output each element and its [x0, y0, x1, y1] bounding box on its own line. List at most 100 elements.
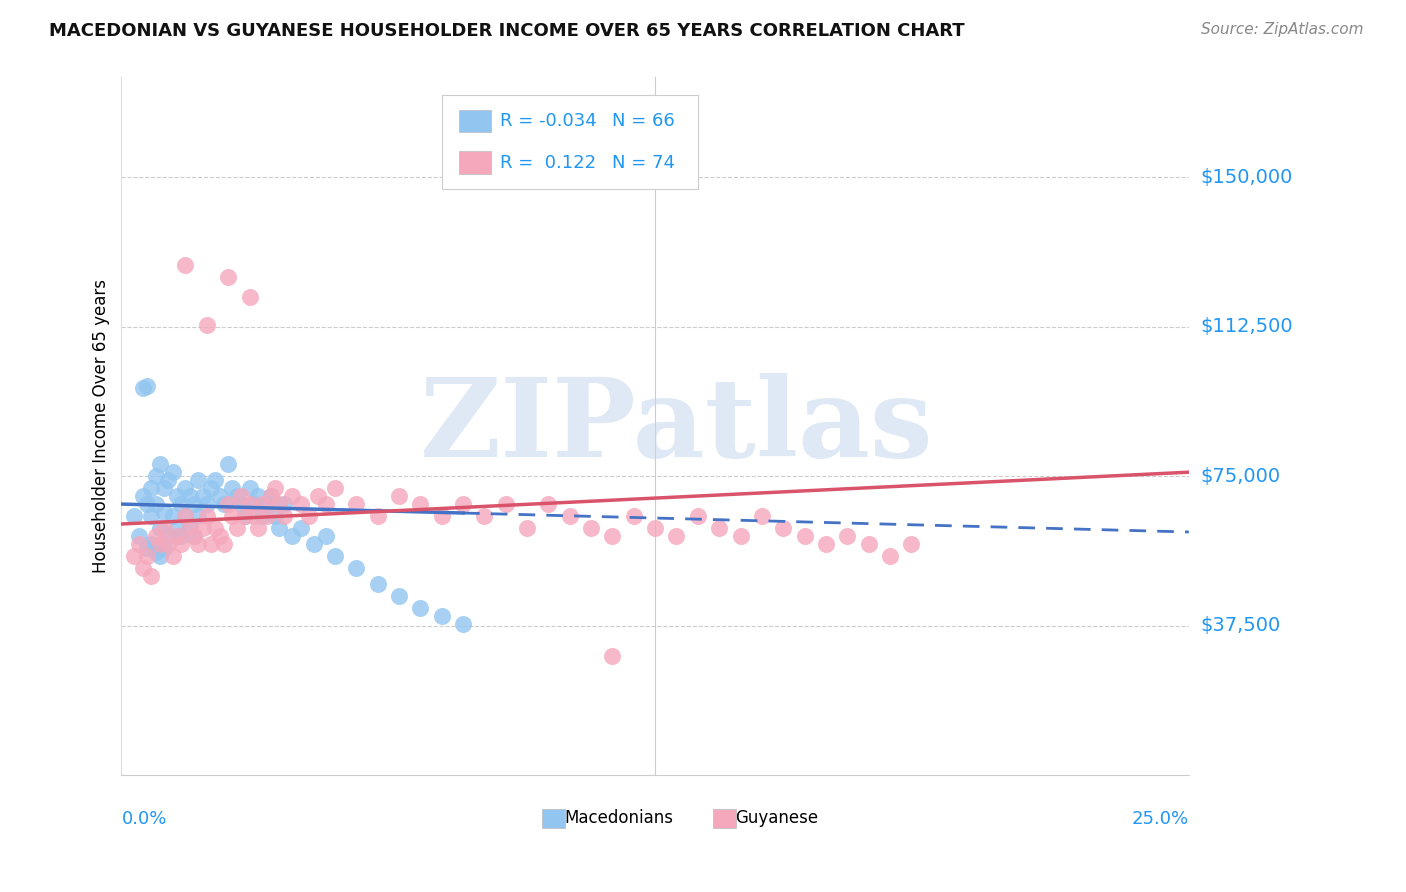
Point	[149, 537, 172, 551]
Point	[195, 509, 218, 524]
Point	[315, 529, 337, 543]
Point	[217, 269, 239, 284]
Point	[273, 497, 295, 511]
Point	[516, 521, 538, 535]
Point	[281, 489, 304, 503]
Point	[157, 473, 180, 487]
Point	[195, 318, 218, 332]
FancyBboxPatch shape	[458, 152, 491, 174]
Point	[204, 521, 226, 535]
Point	[900, 537, 922, 551]
Text: 25.0%: 25.0%	[1132, 810, 1189, 828]
Point	[229, 497, 252, 511]
Point	[153, 521, 176, 535]
Text: $37,500: $37,500	[1199, 616, 1281, 635]
Point	[187, 509, 209, 524]
Point	[256, 497, 278, 511]
Point	[264, 481, 287, 495]
Point	[225, 521, 247, 535]
Point	[225, 489, 247, 503]
Point	[200, 537, 222, 551]
Point	[323, 481, 346, 495]
FancyBboxPatch shape	[458, 110, 491, 132]
Point	[686, 509, 709, 524]
Point	[128, 537, 150, 551]
Point	[623, 509, 645, 524]
FancyBboxPatch shape	[441, 95, 697, 189]
Point	[243, 509, 266, 524]
Point	[388, 589, 411, 603]
Text: N = 66: N = 66	[613, 112, 675, 129]
Point	[388, 489, 411, 503]
Point	[183, 529, 205, 543]
Point	[179, 521, 201, 535]
Point	[247, 489, 270, 503]
Point	[730, 529, 752, 543]
Text: $150,000: $150,000	[1199, 168, 1292, 186]
Point	[153, 481, 176, 495]
Text: Source: ZipAtlas.com: Source: ZipAtlas.com	[1201, 22, 1364, 37]
Point	[187, 537, 209, 551]
Point	[200, 481, 222, 495]
Point	[367, 577, 389, 591]
Text: R =  0.122: R = 0.122	[501, 153, 596, 171]
Point	[136, 549, 159, 563]
Point	[212, 497, 235, 511]
Point	[174, 509, 197, 524]
Point	[273, 509, 295, 524]
FancyBboxPatch shape	[713, 809, 737, 829]
Y-axis label: Householder Income Over 65 years: Householder Income Over 65 years	[93, 279, 110, 574]
Point	[136, 541, 159, 555]
Text: Guyanese: Guyanese	[735, 809, 818, 828]
Point	[238, 497, 260, 511]
Point	[149, 549, 172, 563]
Point	[136, 497, 159, 511]
Point	[238, 290, 260, 304]
Point	[217, 497, 239, 511]
Point	[269, 521, 291, 535]
Point	[153, 505, 176, 519]
Text: $75,000: $75,000	[1199, 467, 1279, 485]
Point	[122, 549, 145, 563]
Point	[260, 489, 283, 503]
Point	[256, 509, 278, 524]
Point	[217, 457, 239, 471]
Point	[252, 509, 274, 524]
Point	[128, 529, 150, 543]
Point	[174, 509, 197, 524]
Point	[122, 509, 145, 524]
FancyBboxPatch shape	[541, 809, 565, 829]
Point	[162, 549, 184, 563]
Point	[315, 497, 337, 511]
Point	[132, 489, 155, 503]
Point	[367, 509, 389, 524]
Point	[141, 509, 163, 524]
Point	[191, 489, 214, 503]
Point	[793, 529, 815, 543]
Point	[170, 497, 193, 511]
Point	[451, 497, 474, 511]
Point	[204, 473, 226, 487]
Point	[247, 521, 270, 535]
Point	[157, 537, 180, 551]
Point	[145, 497, 167, 511]
Text: $112,500: $112,500	[1199, 318, 1292, 336]
Point	[179, 521, 201, 535]
Point	[409, 600, 432, 615]
Point	[323, 549, 346, 563]
Point	[208, 489, 231, 503]
Point	[162, 465, 184, 479]
Text: MACEDONIAN VS GUYANESE HOUSEHOLDER INCOME OVER 65 YEARS CORRELATION CHART: MACEDONIAN VS GUYANESE HOUSEHOLDER INCOM…	[49, 22, 965, 40]
Point	[264, 509, 287, 524]
Point	[409, 497, 432, 511]
Text: Macedonians: Macedonians	[564, 809, 673, 828]
Point	[132, 381, 155, 395]
Point	[132, 561, 155, 575]
Point	[558, 509, 581, 524]
Point	[141, 537, 163, 551]
Point	[290, 497, 312, 511]
Point	[579, 521, 602, 535]
Point	[229, 489, 252, 503]
Point	[233, 509, 256, 524]
Point	[153, 541, 176, 555]
